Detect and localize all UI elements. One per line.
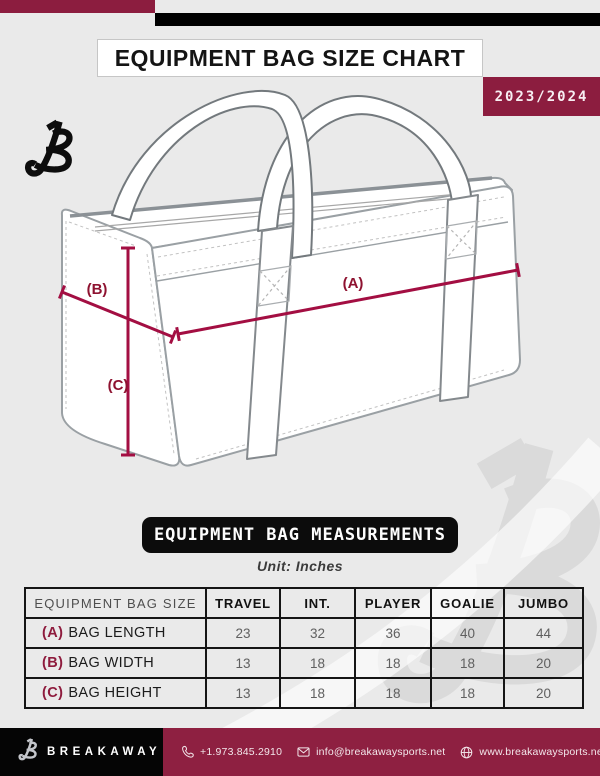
cell-width-travel: 13: [205, 647, 281, 679]
page-title-box: EQUIPMENT BAG SIZE CHART: [97, 39, 483, 77]
row-key-c: (C): [42, 685, 64, 701]
row-text-width: BAG WIDTH: [68, 655, 155, 671]
table-row-height: (C) BAG HEIGHT 13 18 18 18 20: [24, 677, 584, 709]
table-row-length: (A) BAG LENGTH 23 32 36 40 44: [24, 617, 584, 649]
dimension-arrow-c: [121, 246, 135, 457]
breakaway-footer-logo-icon: [16, 737, 38, 768]
unit-label: Unit: Inches: [256, 558, 344, 574]
email-address: info@breakawaysports.net: [316, 746, 446, 758]
cell-height-int: 18: [279, 677, 356, 709]
size-header-cell: EQUIPMENT BAG SIZE: [24, 587, 207, 619]
dimension-label-c: (C): [108, 377, 129, 394]
page-title: EQUIPMENT BAG SIZE CHART: [114, 44, 466, 71]
bag-diagram: (A) (B) (C): [58, 90, 521, 467]
row-label-length: (A) BAG LENGTH: [24, 617, 207, 649]
season-label: 2023/2024: [494, 88, 589, 105]
row-label-width: (B) BAG WIDTH: [24, 647, 207, 679]
table-header-row: EQUIPMENT BAG SIZE TRAVEL INT. PLAYER GO…: [24, 587, 584, 619]
dimension-label-b: (B): [87, 281, 108, 298]
cell-height-player: 18: [354, 677, 432, 709]
cell-width-jumbo: 20: [503, 647, 584, 679]
column-header-goalie: GOALIE: [430, 587, 505, 619]
footer: BREAKAWAY +1.973.845.2910 info@bre: [0, 728, 600, 776]
measurements-banner: EQUIPMENT BAG MEASUREMENTS: [142, 517, 458, 553]
dimension-arrow-b: [58, 284, 177, 345]
cell-height-goalie: 18: [430, 677, 505, 709]
measurements-banner-label: EQUIPMENT BAG MEASUREMENTS: [153, 525, 447, 545]
phone-link[interactable]: +1.973.845.2910: [181, 745, 282, 759]
dimension-label-a: (A): [343, 275, 364, 292]
column-header-int: INT.: [279, 587, 356, 619]
table-row-width: (B) BAG WIDTH 13 18 18 18 20: [24, 647, 584, 679]
size-table: EQUIPMENT BAG SIZE TRAVEL INT. PLAYER GO…: [24, 587, 584, 709]
bag-straps: [246, 194, 479, 460]
cell-length-int: 32: [279, 617, 356, 649]
column-header-jumbo: JUMBO: [503, 587, 584, 619]
row-label-height: (C) BAG HEIGHT: [24, 677, 207, 709]
cell-height-travel: 13: [205, 677, 281, 709]
column-header-travel: TRAVEL: [205, 587, 281, 619]
email-link[interactable]: info@breakawaysports.net: [296, 745, 445, 759]
cell-width-int: 18: [279, 647, 356, 679]
cell-width-goalie: 18: [430, 647, 505, 679]
row-key-b: (B): [42, 655, 64, 671]
cell-length-travel: 23: [205, 617, 281, 649]
row-text-height: BAG HEIGHT: [68, 685, 162, 701]
footer-contacts: +1.973.845.2910 info@breakawaysports.net: [163, 728, 600, 776]
x-stitch-boxes: [257, 220, 478, 307]
cell-length-jumbo: 44: [503, 617, 584, 649]
cell-length-player: 36: [354, 617, 432, 649]
phone-number: +1.973.845.2910: [200, 746, 283, 758]
season-badge: 2023/2024: [483, 77, 600, 116]
website-link[interactable]: www.breakawaysports.net: [459, 745, 600, 760]
website-url: www.breakawaysports.net: [479, 746, 600, 758]
phone-icon: [181, 745, 195, 759]
mail-icon: [296, 745, 311, 759]
cell-width-player: 18: [354, 647, 432, 679]
row-text-length: BAG LENGTH: [68, 625, 166, 641]
zipper: [94, 192, 471, 232]
row-key-a: (A): [42, 625, 64, 641]
column-header-player: PLAYER: [354, 587, 432, 619]
dimension-arrow-a: [175, 262, 521, 342]
header-strip-black: [155, 13, 600, 26]
footer-brand-block: BREAKAWAY: [0, 728, 163, 776]
cell-length-goalie: 40: [430, 617, 505, 649]
globe-icon: [459, 745, 474, 760]
brand-name: BREAKAWAY: [47, 746, 162, 758]
header-strip-maroon: [0, 0, 155, 13]
cell-height-jumbo: 20: [503, 677, 584, 709]
